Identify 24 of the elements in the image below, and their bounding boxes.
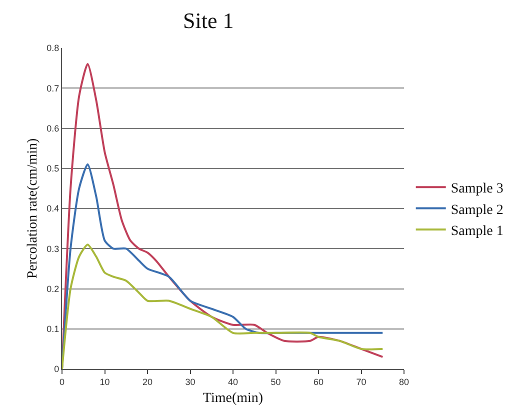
legend-label: Sample 2 <box>450 202 504 218</box>
y-tick-label: 0.8 <box>46 43 60 54</box>
x-tick-label: 80 <box>398 376 410 387</box>
y-tick-label: 0 <box>54 364 60 374</box>
y-tick-label: 0.7 <box>46 83 60 94</box>
y-axis-title: Percolation rate(cm/min) <box>25 138 40 279</box>
chart-title: Site 1 <box>183 8 234 33</box>
x-tick-label: 20 <box>142 376 153 387</box>
y-tick-label: 0.3 <box>46 244 60 254</box>
x-tick-label: 70 <box>356 376 366 387</box>
x-tick-label: 30 <box>185 376 196 387</box>
x-tick-label: 10 <box>100 376 110 387</box>
x-tick-label: 50 <box>270 376 281 387</box>
x-axis-title: Time(min) <box>202 391 264 406</box>
line-series <box>62 244 384 369</box>
y-tick-label: 0.6 <box>46 123 60 134</box>
y-tick-label: 0.5 <box>46 164 60 174</box>
y-tick-label: 0.2 <box>46 284 60 294</box>
y-tick-label: 0.4 <box>46 204 60 214</box>
legend-label: Sample 3 <box>450 182 504 197</box>
y-tick-label: 0.1 <box>46 324 60 334</box>
x-tick-label: 40 <box>228 376 238 387</box>
legend-label: Sample 1 <box>450 224 504 239</box>
x-tick-label: 60 <box>313 376 324 387</box>
